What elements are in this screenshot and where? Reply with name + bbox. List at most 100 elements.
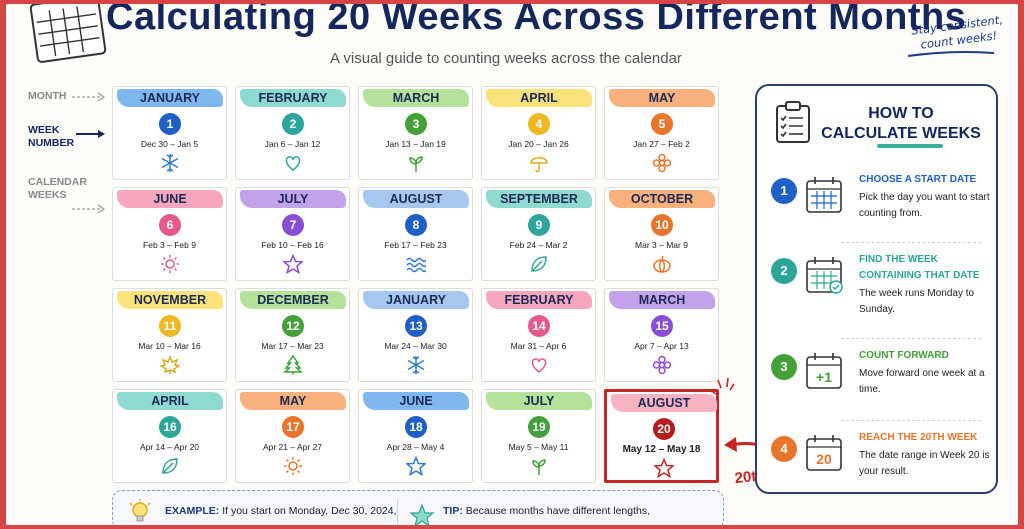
- week-date-range: Mar 24 – Mar 30: [384, 341, 447, 351]
- step-description: The date range in Week 20 is your result…: [859, 450, 990, 477]
- week-number-badge: 9: [528, 214, 550, 236]
- step-heading: CHOOSE A START DATE: [859, 174, 977, 185]
- week-number-badge: 12: [282, 315, 304, 337]
- week-number-badge: 2: [282, 113, 304, 135]
- month-label: DECEMBER: [240, 291, 346, 309]
- week-date-range: Jan 13 – Jan 19: [385, 139, 446, 149]
- week-number-badge: 5: [651, 113, 673, 135]
- maple-leaf-icon: [160, 355, 180, 374]
- footer-divider: [397, 499, 398, 525]
- month-label: FEBRUARY: [240, 89, 346, 107]
- week-number-badge: 1: [159, 113, 181, 135]
- plus-one-icon: +1: [806, 353, 842, 389]
- week-card: FEBRUARY 14 Mar 31 – Apr 6: [481, 288, 596, 382]
- week-date-range: Mar 31 – Apr 6: [510, 341, 567, 351]
- week-number-badge: 20: [653, 418, 675, 440]
- calendar-icon: [29, 4, 107, 63]
- week-number-badge: 6: [159, 214, 181, 236]
- month-label: AUGUST: [363, 190, 469, 208]
- sun-icon: [161, 255, 179, 273]
- week-number-badge: 14: [528, 315, 550, 337]
- svg-text:20: 20: [816, 451, 832, 467]
- sun-icon: [284, 457, 302, 475]
- week-card: MARCH 15 Apr 7 – Apr 13: [604, 288, 719, 382]
- step-number: 4: [771, 436, 797, 462]
- month-label: AUGUST: [611, 394, 717, 412]
- page-subtitle: A visual guide to counting weeks across …: [330, 50, 682, 67]
- footer-box: EXAMPLE: If you start on Monday, Dec 30,…: [112, 490, 724, 525]
- waves-icon: [406, 257, 426, 273]
- leaf-icon: [531, 256, 547, 272]
- month-label: FEBRUARY: [486, 291, 592, 309]
- week-card: NOVEMBER 11 Mar 10 – Mar 16: [112, 288, 227, 382]
- week-number-badge: 11: [159, 315, 181, 337]
- week-card: AUGUST 20 May 12 – May 18: [604, 389, 719, 483]
- week-card: APRIL 16 Apr 14 – Apr 20: [112, 389, 227, 483]
- week-date-range: Mar 17 – Mar 23: [261, 341, 324, 351]
- tip-body: Because months have different lengths,: [465, 505, 651, 517]
- step-number: 1: [771, 178, 797, 204]
- step-description: Move forward one week at a time.: [859, 368, 985, 395]
- week-date-range: Mar 3 – Mar 9: [635, 240, 688, 250]
- tip-label: TIP:: [443, 505, 463, 517]
- clipboard-icon: [776, 101, 810, 143]
- week-number-badge: 18: [405, 416, 427, 438]
- week-date-range: Feb 10 – Feb 16: [261, 240, 324, 250]
- week-card: JUNE 18 Apr 28 – May 4: [358, 389, 473, 483]
- step-divider: [841, 242, 981, 243]
- step-divider: [841, 338, 981, 339]
- week-date-range: Jan 6 – Jan 12: [264, 139, 321, 149]
- snowflake-icon: [407, 356, 425, 374]
- week-card: SEPTEMBER 9 Feb 24 – Mar 2: [481, 187, 596, 281]
- note-underline: [907, 51, 995, 57]
- week-card: FEBRUARY 2 Jan 6 – Jan 12: [235, 86, 350, 180]
- month-label: MAY: [609, 89, 715, 107]
- star-icon: [406, 456, 426, 476]
- step-number: 2: [771, 258, 797, 284]
- svg-text:+1: +1: [816, 369, 832, 385]
- week-card: MAY 5 Jan 27 – Feb 2: [604, 86, 719, 180]
- how-to-panel: HOW TO CALCULATE WEEKS 1 CHOOSE A START D…: [755, 84, 998, 494]
- week-card: DECEMBER 12 Mar 17 – Mar 23: [235, 288, 350, 382]
- page-title: Calculating 20 Weeks Across Different Mo…: [106, 4, 967, 38]
- month-label: JUNE: [117, 190, 223, 208]
- legend-week-number: WEEK NUMBER: [28, 124, 75, 149]
- burst-icon: [709, 377, 735, 395]
- week-number-badge: 7: [282, 214, 304, 236]
- month-label: SEPTEMBER: [486, 190, 592, 208]
- snowflake-icon: [161, 154, 179, 172]
- step-description: The week runs Monday to Sunday.: [859, 288, 975, 315]
- legend-calendar-weeks: CALENDAR WEEKS: [28, 176, 87, 201]
- step-heading: FIND THE WEEK CONTAINING THAT DATE: [859, 254, 980, 281]
- month-label: NOVEMBER: [117, 291, 223, 309]
- week-date-range: Feb 3 – Feb 9: [143, 240, 196, 250]
- star-icon: [283, 254, 303, 274]
- week-number-badge: 17: [282, 416, 304, 438]
- month-label: MAY: [240, 392, 346, 410]
- umbrella-icon: [530, 157, 548, 173]
- week-card: JULY 7 Feb 10 – Feb 16: [235, 187, 350, 281]
- step-heading: COUNT FORWARD: [859, 350, 949, 361]
- sprout-icon: [409, 156, 423, 172]
- week-card: OCTOBER 10 Mar 3 – Mar 9: [604, 187, 719, 281]
- month-label: JANUARY: [117, 89, 223, 107]
- sprout-icon: [532, 459, 546, 475]
- flower-icon: [652, 355, 672, 375]
- month-label: JUNE: [363, 392, 469, 410]
- calendar-20-icon: 20: [806, 435, 842, 471]
- month-label: JULY: [486, 392, 592, 410]
- week-date-range: Apr 21 – Apr 27: [262, 442, 323, 452]
- month-label: APRIL: [117, 392, 223, 410]
- calendar-icon: [806, 177, 842, 213]
- panel-title: HOW TO CALCULATE WEEKS: [821, 105, 981, 142]
- week-card: JANUARY 1 Dec 30 – Jan 5: [112, 86, 227, 180]
- week-card: AUGUST 8 Feb 17 – Feb 23: [358, 187, 473, 281]
- week-number-badge: 3: [405, 113, 427, 135]
- week-card: JUNE 6 Feb 3 – Feb 9: [112, 187, 227, 281]
- arrow-right-icon: [72, 92, 106, 102]
- step-number: 3: [771, 354, 797, 380]
- legend-month: MONTH: [28, 90, 67, 102]
- week-number-badge: 4: [528, 113, 550, 135]
- week-number-badge: 19: [528, 416, 550, 438]
- week-date-range: Apr 28 – May 4: [386, 442, 445, 452]
